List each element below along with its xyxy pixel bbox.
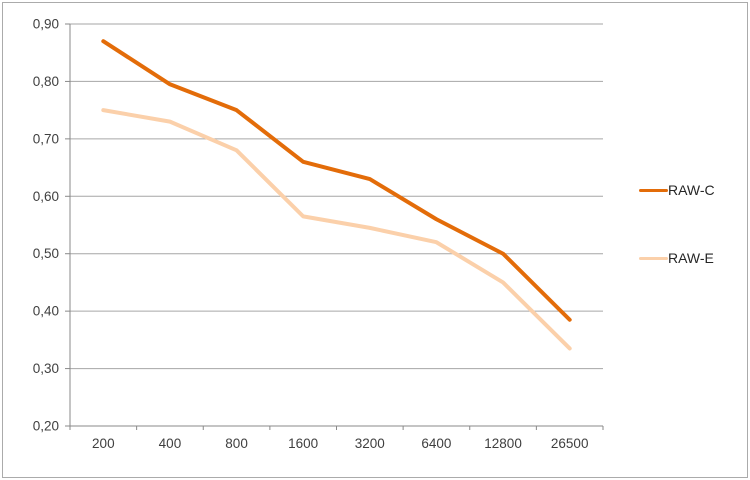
x-tick-label: 400 <box>159 436 182 451</box>
raw-e-line-swatch <box>639 256 668 260</box>
legend-label-raw-c: RAW-C <box>668 182 715 198</box>
x-tick-label: 6400 <box>421 436 451 451</box>
y-tick-label: 0,50 <box>33 246 59 261</box>
series-line-raw-e <box>101 108 572 351</box>
series-line-raw-c <box>101 39 572 322</box>
legend-item-raw-c: RAW-C <box>639 182 715 198</box>
raw-c-line-swatch <box>639 188 668 192</box>
y-tick-label: 0,70 <box>33 131 59 146</box>
x-tick-label: 1600 <box>288 436 318 451</box>
x-tick-label: 200 <box>92 436 115 451</box>
legend-label-raw-e: RAW-E <box>668 250 714 266</box>
y-tick-label: 0,80 <box>33 74 59 89</box>
y-tick-label: 0,30 <box>33 361 59 376</box>
y-tick-label: 0,90 <box>33 17 59 32</box>
y-tick-label: 0,60 <box>33 189 59 204</box>
x-tick-label: 800 <box>225 436 248 451</box>
x-tick-label: 26500 <box>551 436 589 451</box>
x-tick-label: 12800 <box>484 436 522 451</box>
x-tick-label: 3200 <box>355 436 385 451</box>
y-tick-label: 0,20 <box>33 419 59 434</box>
legend-item-raw-e: RAW-E <box>639 250 714 266</box>
y-tick-label: 0,40 <box>33 304 59 319</box>
